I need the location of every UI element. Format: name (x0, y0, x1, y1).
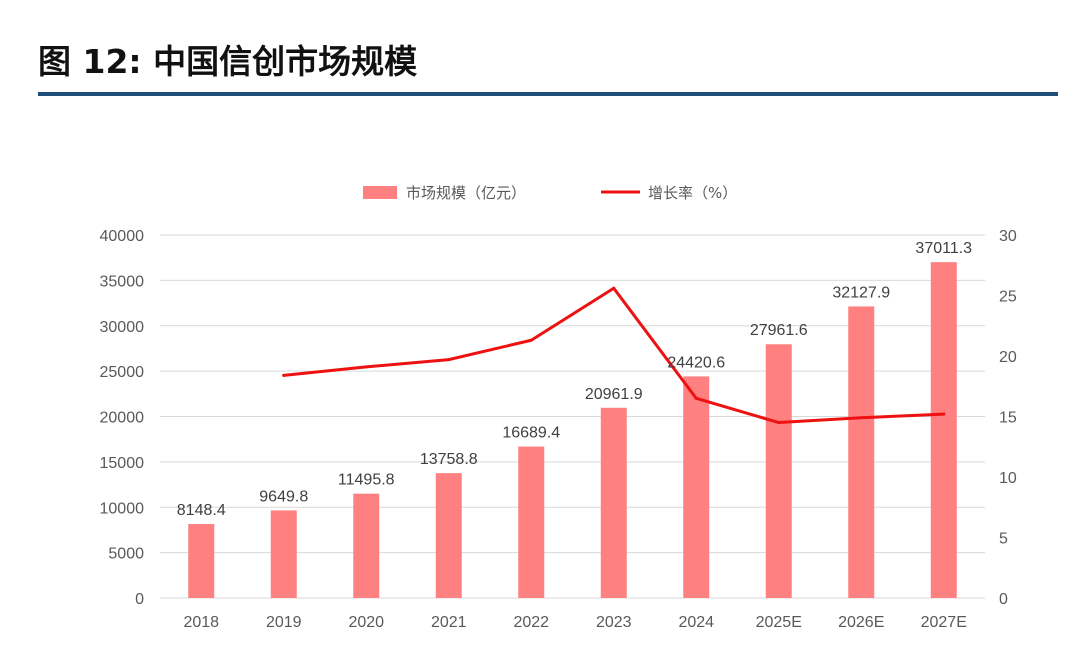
growth-line-point (942, 412, 946, 416)
growth-line-point (694, 396, 698, 400)
growth-line-point (529, 338, 533, 342)
y-right-tick-label: 15 (999, 410, 1017, 427)
bar-data-label: 24420.6 (667, 354, 725, 371)
figure-title: 图 12: 中国信创市场规模 (38, 42, 418, 81)
growth-line-point (777, 421, 781, 425)
legend: 市场规模（亿元） 增长率（%） (363, 184, 737, 202)
y-right-tick-label: 5 (999, 531, 1008, 548)
data-labels: 8148.4 9649.8 11495.8 13758.8 16689.4 20961.9… (177, 240, 972, 519)
y-left-tick-label: 5000 (108, 546, 144, 563)
bar (353, 493, 380, 598)
bar-data-label: 27961.6 (750, 322, 808, 339)
bar (435, 473, 462, 598)
bar (848, 306, 875, 598)
bar-data-label: 11495.8 (338, 472, 395, 489)
growth-line-point (859, 416, 863, 420)
bar (518, 446, 545, 598)
figure-header: 图 12: 中国信创市场规模 (38, 36, 1058, 96)
growth-line-point (282, 373, 286, 377)
growth-line-point (447, 358, 451, 362)
y-right-tick-label: 10 (999, 470, 1017, 487)
legend-line-label: 增长率（%） (648, 184, 737, 202)
x-tick-label: 2020 (348, 614, 384, 631)
x-tick-label: 2023 (596, 614, 632, 631)
bar-series (188, 262, 957, 598)
x-tick-label: 2019 (266, 614, 302, 631)
y-left-tick-label: 30000 (100, 319, 145, 336)
x-axis: 2018 2019 2020 2021 2022 2023 2024 2025E 2026E 20… (183, 614, 966, 631)
x-tick-label: 2021 (431, 614, 467, 631)
bar-data-label: 13758.8 (420, 451, 478, 468)
x-tick-label: 2026E (838, 614, 884, 631)
bar-data-label: 9649.8 (259, 488, 308, 505)
x-tick-label: 2018 (183, 614, 219, 631)
y-left-tick-label: 10000 (100, 500, 145, 517)
y-right-tick-label: 30 (999, 228, 1017, 245)
legend-bar-swatch (363, 186, 397, 199)
y-right-tick-label: 25 (999, 289, 1017, 306)
bar (765, 344, 792, 598)
bar-data-label: 8148.4 (177, 502, 226, 519)
x-tick-label: 2027E (921, 614, 967, 631)
y-left-tick-label: 15000 (100, 455, 145, 472)
y-axis-left: 0 5000 10000 15000 20000 25000 30000 35000 40000 (100, 228, 145, 608)
bar (683, 376, 710, 598)
growth-line-point (364, 365, 368, 369)
gridlines (160, 234, 985, 599)
bar-data-label: 20961.9 (585, 386, 643, 403)
y-left-tick-label: 25000 (100, 364, 145, 381)
bar (930, 262, 957, 598)
y-left-tick-label: 35000 (100, 273, 145, 290)
y-right-tick-label: 0 (999, 591, 1008, 608)
x-tick-label: 2022 (513, 614, 549, 631)
x-tick-label: 2025E (756, 614, 802, 631)
growth-line-point (612, 286, 616, 290)
y-left-tick-label: 20000 (100, 410, 145, 427)
legend-bar-label: 市场规模（亿元） (406, 184, 526, 202)
y-axis-right: 0 5 10 15 20 25 30 (999, 228, 1017, 608)
bar-data-label: 16689.4 (502, 425, 560, 442)
bar-data-label: 37011.3 (915, 240, 972, 257)
bar (270, 510, 297, 598)
bar-data-label: 32127.9 (832, 284, 890, 301)
title-rule (38, 92, 1058, 96)
bar (600, 407, 627, 598)
y-right-tick-label: 20 (999, 349, 1017, 366)
y-left-tick-label: 0 (135, 591, 144, 608)
bar (188, 524, 215, 598)
x-tick-label: 2024 (678, 614, 714, 631)
growth-line-series (282, 286, 946, 425)
y-left-tick-label: 40000 (100, 228, 145, 245)
